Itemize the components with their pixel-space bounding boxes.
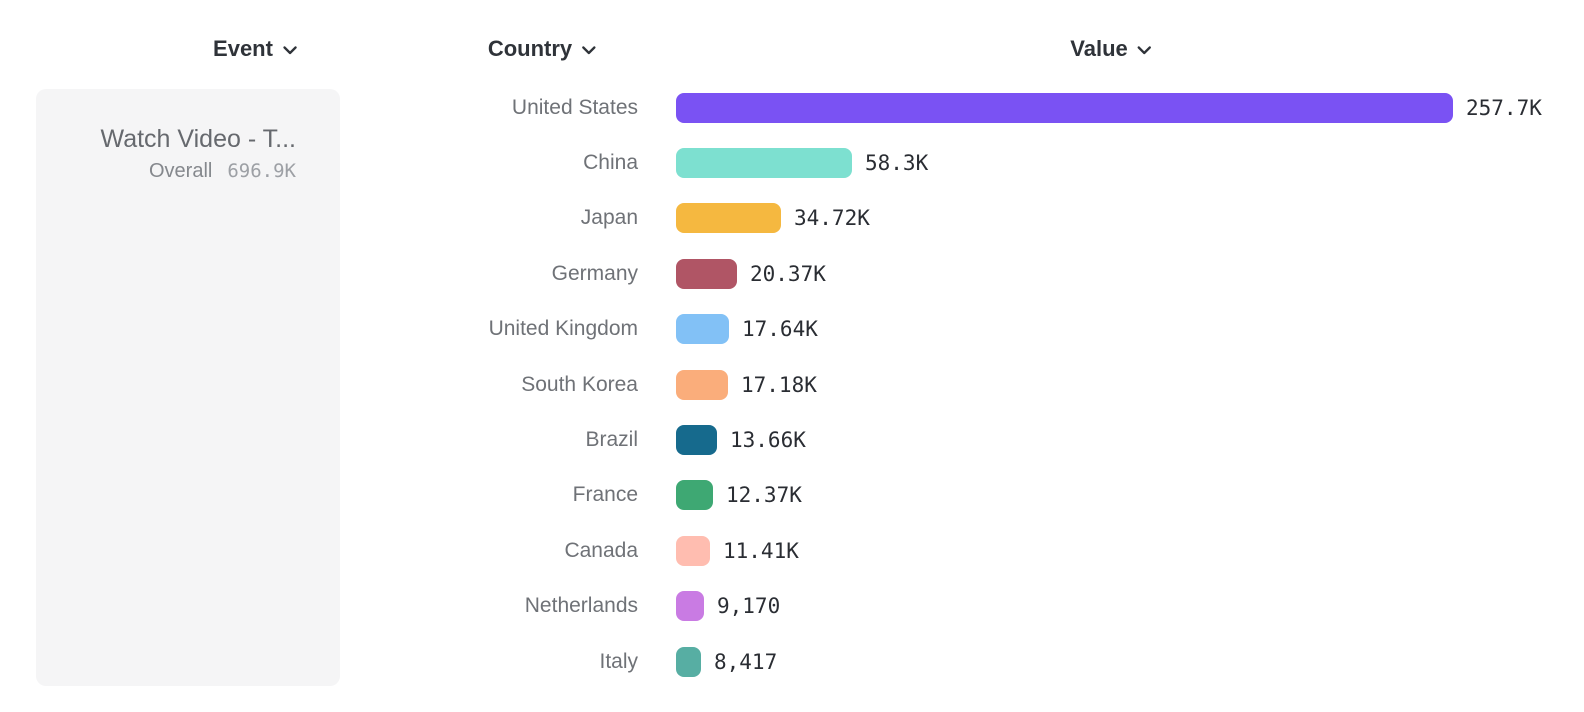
- country-label: Japan: [580, 206, 638, 230]
- bar-rows: United States 257.7K China 58.3K Japan 3…: [0, 80, 1584, 689]
- country-label: China: [583, 151, 638, 175]
- bar-segment[interactable]: [676, 92, 1453, 123]
- bar-segment[interactable]: [676, 148, 852, 179]
- bar-track: 20.37K: [676, 246, 826, 301]
- table-row: Canada 11.41K: [0, 523, 1584, 578]
- table-row: United States 257.7K: [0, 80, 1584, 135]
- chevron-down-icon: [582, 46, 596, 55]
- bar-track: 17.64K: [676, 302, 818, 357]
- table-row: South Korea 17.18K: [0, 357, 1584, 412]
- chevron-down-icon: [283, 46, 297, 55]
- bar-segment[interactable]: [676, 480, 713, 511]
- country-label: United Kingdom: [488, 317, 638, 341]
- bar-value-label: 12.37K: [726, 483, 802, 508]
- bar-value-label: 8,417: [714, 649, 778, 674]
- country-label: Netherlands: [524, 594, 638, 618]
- country-label: France: [572, 483, 638, 507]
- value-column-label: Value: [1070, 36, 1128, 61]
- bar-track: 9,170: [676, 579, 780, 634]
- event-title: Watch Video - T...: [100, 125, 296, 153]
- table-row: Brazil 13.66K: [0, 412, 1584, 467]
- bar-track: 34.72K: [676, 191, 870, 246]
- bar-track: 11.41K: [676, 523, 799, 578]
- country-label: Brazil: [585, 428, 638, 452]
- bar-value-label: 13.66K: [730, 428, 806, 453]
- event-summary-card[interactable]: Watch Video - T... Overall 696.9K: [36, 89, 340, 686]
- table-row: China 58.3K: [0, 135, 1584, 190]
- bar-value-label: 17.64K: [742, 317, 818, 342]
- country-label: Germany: [551, 261, 638, 285]
- table-row: Netherlands 9,170: [0, 579, 1584, 634]
- country-label: South Korea: [521, 372, 638, 396]
- table-row: United Kingdom 17.64K: [0, 302, 1584, 357]
- bar-segment[interactable]: [676, 258, 737, 289]
- bar-track: 58.3K: [676, 135, 928, 190]
- bar-track: 8,417: [676, 634, 777, 689]
- overall-label: Overall: [149, 160, 213, 182]
- bar-value-label: 58.3K: [865, 151, 929, 176]
- table-row: Germany 20.37K: [0, 246, 1584, 301]
- country-label: United States: [511, 95, 638, 119]
- country-label: Canada: [564, 538, 638, 562]
- bar-value-label: 34.72K: [794, 206, 870, 231]
- chevron-down-icon: [1138, 46, 1152, 55]
- event-column-header[interactable]: Event: [213, 36, 297, 62]
- bar-value-label: 20.37K: [750, 261, 826, 286]
- bar-segment[interactable]: [676, 203, 781, 234]
- bar-segment[interactable]: [676, 535, 710, 566]
- table-row: Italy 8,417: [0, 634, 1584, 689]
- event-overall-row: Overall 696.9K: [52, 160, 296, 183]
- bar-segment[interactable]: [676, 425, 717, 456]
- bar-track: 257.7K: [676, 80, 1542, 135]
- bar-segment[interactable]: [676, 369, 728, 400]
- country-label: Italy: [599, 649, 638, 673]
- country-column-header[interactable]: Country: [488, 36, 596, 62]
- country-column-label: Country: [487, 36, 573, 61]
- table-row: France 12.37K: [0, 468, 1584, 523]
- bar-value-label: 9,170: [717, 594, 781, 619]
- bar-value-label: 257.7K: [1466, 95, 1542, 120]
- table-row: Japan 34.72K: [0, 191, 1584, 246]
- bar-track: 13.66K: [676, 412, 806, 467]
- bar-value-label: 11.41K: [723, 538, 799, 563]
- bar-track: 12.37K: [676, 468, 802, 523]
- bar-segment[interactable]: [676, 591, 704, 622]
- bar-segment[interactable]: [676, 646, 701, 677]
- value-column-header[interactable]: Value: [1070, 36, 1152, 62]
- overall-value: 696.9K: [227, 160, 296, 182]
- event-column-label: Event: [213, 36, 273, 61]
- bar-value-label: 17.18K: [741, 372, 817, 397]
- bar-segment[interactable]: [676, 314, 729, 345]
- bar-track: 17.18K: [676, 357, 817, 412]
